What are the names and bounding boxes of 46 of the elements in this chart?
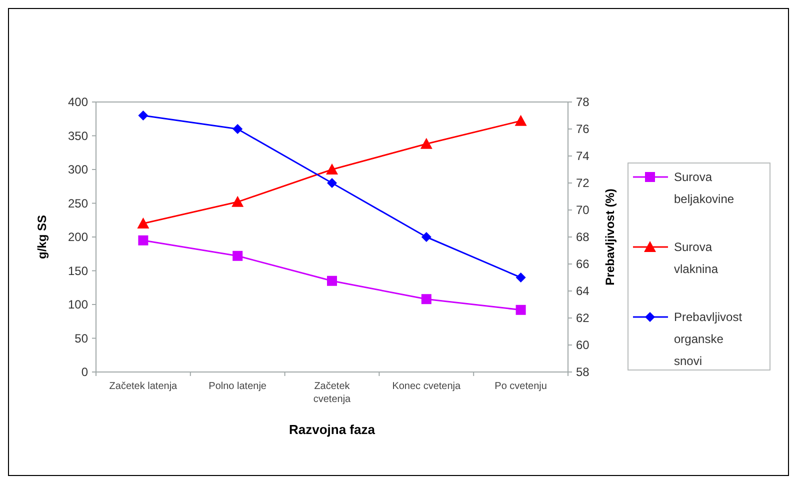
point [514, 114, 527, 126]
y-tick-label: 400 [68, 95, 88, 110]
x-axis-title: Razvojna faza [289, 422, 376, 437]
legend-label: Surova beljakovine [674, 170, 734, 206]
y-tick-label: 250 [68, 196, 88, 210]
point [516, 272, 526, 282]
y-tick-label: 50 [74, 331, 88, 346]
y2-tick-label: 76 [576, 122, 590, 136]
legend-label: Prebavljivost organske snovi [674, 310, 743, 368]
point [232, 196, 244, 207]
y2-tick-label: 70 [576, 203, 590, 218]
point [516, 304, 526, 315]
y-tick-label: 350 [68, 128, 88, 143]
x-tick-label: Konec cvetenja [392, 381, 462, 392]
y2-tick-label: 64 [576, 284, 590, 298]
point [138, 110, 148, 120]
point [137, 218, 150, 228]
y-tick-label: 300 [68, 162, 88, 177]
y2-tick-label: 74 [576, 149, 590, 164]
point [232, 250, 243, 261]
point [138, 235, 148, 246]
point [232, 124, 243, 134]
y2-tick-label: 62 [576, 311, 590, 326]
point [421, 294, 432, 304]
y2-tick-label: 78 [576, 95, 590, 110]
y2-tick-label: 60 [576, 338, 590, 352]
point [326, 164, 338, 174]
y2-tick-label: 68 [576, 230, 590, 244]
y2-tick-label: 58 [576, 365, 590, 380]
point [327, 276, 337, 286]
y-tick-label: 200 [68, 230, 88, 244]
x-tick-label: Začetek latenja [109, 381, 178, 392]
point [327, 178, 337, 188]
y2-tick-label: 72 [576, 176, 590, 190]
point [420, 138, 432, 149]
point [421, 232, 432, 242]
y-tick-label: 150 [68, 264, 88, 278]
x-tick-label: Začetek cvetenja [313, 381, 352, 405]
y2-axis-title: Prebavljivost (%) [603, 188, 617, 286]
x-tick-label: Po cvetenju [494, 381, 547, 392]
y-tick-label: 100 [68, 298, 88, 312]
legend-label: Surova vlaknina [674, 240, 718, 276]
y-tick-label: 0 [81, 365, 88, 380]
y2-tick-label: 66 [576, 257, 590, 272]
y-axis-title: g/kg SS [35, 214, 49, 260]
x-tick-label: Polno latenje [208, 381, 267, 392]
